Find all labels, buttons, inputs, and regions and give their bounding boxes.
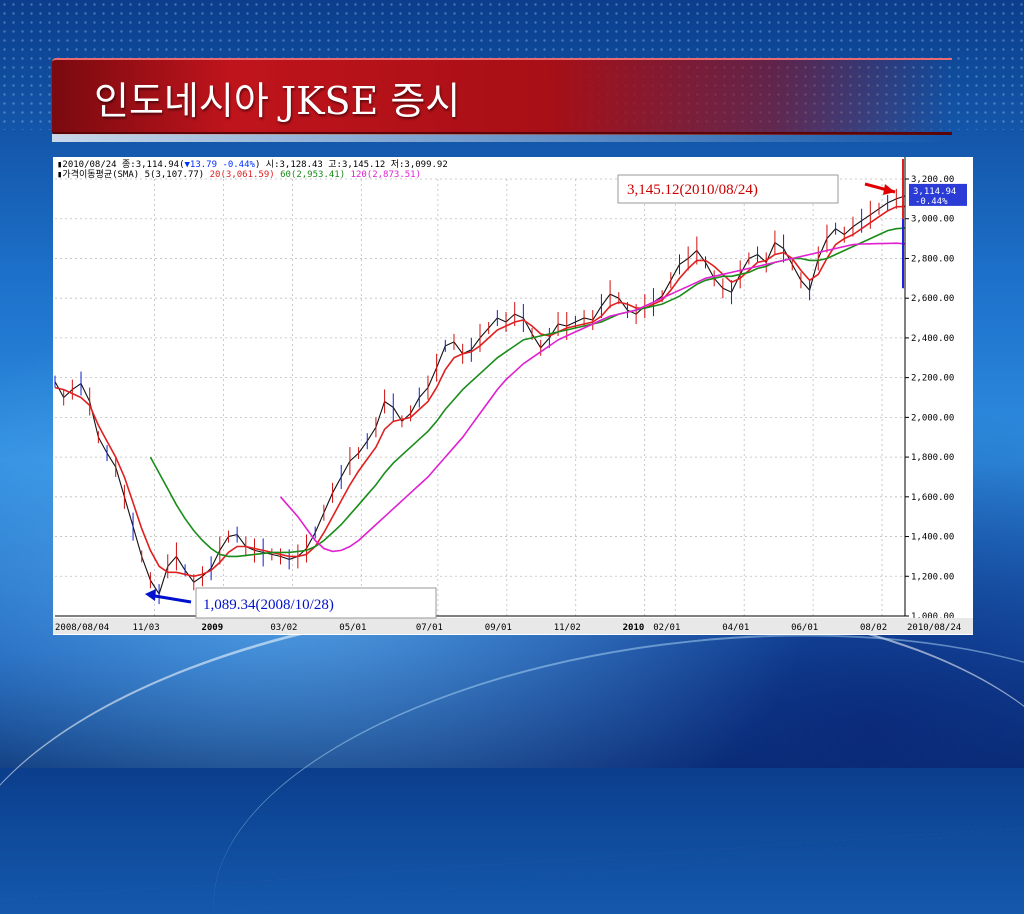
high-annotation-label: 3,145.12(2010/08/24) bbox=[627, 182, 758, 198]
x-tick-label: 09/01 bbox=[485, 623, 512, 633]
chart-series bbox=[55, 184, 905, 604]
y-tick-label: 1,600.00 bbox=[911, 493, 954, 503]
series-line-60 bbox=[150, 228, 905, 556]
x-tick-label: 11/02 bbox=[554, 623, 581, 633]
x-tick-label: 06/01 bbox=[791, 623, 818, 633]
x-tick-label: 03/02 bbox=[270, 623, 297, 633]
series-line-120 bbox=[281, 243, 906, 551]
header-ohlc: ) 시:3,128.43 고:3,145.12 저:3,099.92 bbox=[255, 159, 448, 170]
y-tick-label: 2,200.00 bbox=[911, 374, 954, 384]
y-tick-label: 3,200.00 bbox=[911, 175, 954, 185]
high-annotation-arrowhead bbox=[883, 184, 895, 195]
y-tick-label: 2,000.00 bbox=[911, 413, 954, 423]
chart-header-line-1: ▮2010/08/24 종:3,114.94(▼13.79 -0.44%) 시:… bbox=[57, 159, 448, 170]
last-change-text: -0.44% bbox=[915, 197, 948, 207]
x-tick-label: 11/03 bbox=[133, 623, 160, 633]
header-change: ▼13.79 -0.44% bbox=[185, 160, 256, 170]
last-value-text: 3,114.94 bbox=[913, 187, 956, 197]
low-annotation-label: 1,089.34(2008/10/28) bbox=[203, 597, 334, 613]
header-sma-120: 120(2,873.51) bbox=[351, 170, 421, 180]
slide-title: 인도네시아 JKSE 증시 bbox=[94, 70, 460, 125]
x-tick-label: 07/01 bbox=[416, 623, 443, 633]
header-date-close: ▮2010/08/24 종:3,114.94( bbox=[57, 159, 185, 170]
stock-chart: ▮2010/08/24 종:3,114.94(▼13.79 -0.44%) 시:… bbox=[53, 157, 973, 635]
stock-chart-frame: ▮2010/08/24 종:3,114.94(▼13.79 -0.44%) 시:… bbox=[53, 157, 973, 635]
y-tick-label: 2,800.00 bbox=[911, 254, 954, 264]
x-tick-label: 08/02 bbox=[860, 623, 887, 633]
y-tick-label: 3,000.00 bbox=[911, 215, 954, 225]
y-tick-label: 1,200.00 bbox=[911, 572, 954, 582]
y-tick-label: 2,600.00 bbox=[911, 294, 954, 304]
series-line-종가 bbox=[55, 196, 905, 594]
header-sma-60: 60(2,953.41) bbox=[280, 170, 345, 180]
x-tick-label: 02/01 bbox=[653, 623, 680, 633]
title-banner: 인도네시아 JKSE 증시 bbox=[52, 58, 952, 135]
y-tick-label: 2,400.00 bbox=[911, 334, 954, 344]
x-tick-label: 2010 bbox=[623, 623, 645, 633]
x-tick-label: 05/01 bbox=[339, 623, 366, 633]
y-tick-label: 1,400.00 bbox=[911, 533, 954, 543]
x-tick-label: 2010/08/24 bbox=[907, 623, 961, 633]
x-tick-label: 04/01 bbox=[722, 623, 749, 633]
x-axis-band bbox=[53, 618, 973, 634]
x-tick-label: 2009 bbox=[201, 623, 223, 633]
header-sma-5: ▮가격이동평균(SMA) 5(3,107.77) bbox=[57, 168, 204, 180]
y-tick-label: 1,800.00 bbox=[911, 453, 954, 463]
header-sma-20: 20(3,061.59) bbox=[210, 170, 275, 180]
chart-header-line-2: ▮가격이동평균(SMA) 5(3,107.77) 20(3,061.59) 60… bbox=[57, 168, 421, 180]
x-tick-label: 2008/08/04 bbox=[55, 623, 109, 633]
low-annotation-arrowhead bbox=[145, 589, 156, 601]
